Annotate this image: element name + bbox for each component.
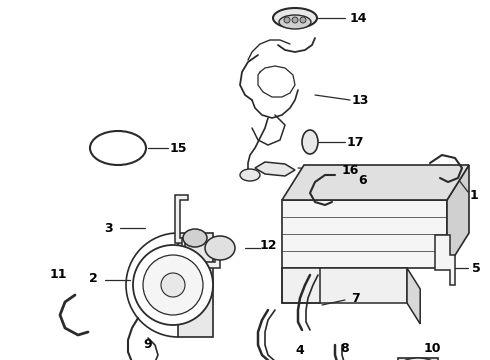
Ellipse shape: [300, 17, 306, 23]
Polygon shape: [398, 358, 438, 360]
Text: 13: 13: [351, 94, 368, 107]
Text: 12: 12: [259, 239, 277, 252]
Ellipse shape: [205, 236, 235, 260]
Polygon shape: [178, 233, 213, 337]
Text: 15: 15: [169, 141, 187, 154]
Polygon shape: [435, 235, 455, 285]
Text: 2: 2: [89, 271, 98, 284]
Text: 8: 8: [341, 342, 349, 355]
Ellipse shape: [279, 15, 311, 29]
Text: 3: 3: [104, 221, 112, 234]
Polygon shape: [282, 268, 407, 303]
Text: 17: 17: [346, 135, 364, 149]
Text: 9: 9: [144, 338, 152, 351]
Text: 16: 16: [342, 163, 359, 176]
Polygon shape: [447, 165, 469, 268]
Polygon shape: [255, 162, 295, 176]
Ellipse shape: [90, 131, 146, 165]
Text: 10: 10: [423, 342, 441, 355]
Polygon shape: [282, 165, 469, 200]
Text: 14: 14: [349, 12, 367, 24]
Text: 5: 5: [471, 261, 480, 274]
Ellipse shape: [133, 245, 213, 325]
Ellipse shape: [302, 130, 318, 154]
Ellipse shape: [292, 17, 298, 23]
Ellipse shape: [183, 229, 207, 247]
Ellipse shape: [398, 358, 438, 360]
Ellipse shape: [143, 255, 203, 315]
Text: 1: 1: [469, 189, 478, 202]
Ellipse shape: [161, 273, 185, 297]
Text: 4: 4: [295, 343, 304, 356]
Polygon shape: [282, 200, 447, 268]
Polygon shape: [407, 268, 420, 324]
Ellipse shape: [284, 17, 290, 23]
Text: 7: 7: [351, 292, 359, 305]
Text: 6: 6: [359, 174, 368, 186]
Ellipse shape: [240, 169, 260, 181]
Ellipse shape: [273, 8, 317, 28]
Polygon shape: [175, 195, 188, 243]
Text: 11: 11: [49, 269, 67, 282]
Polygon shape: [182, 238, 220, 268]
